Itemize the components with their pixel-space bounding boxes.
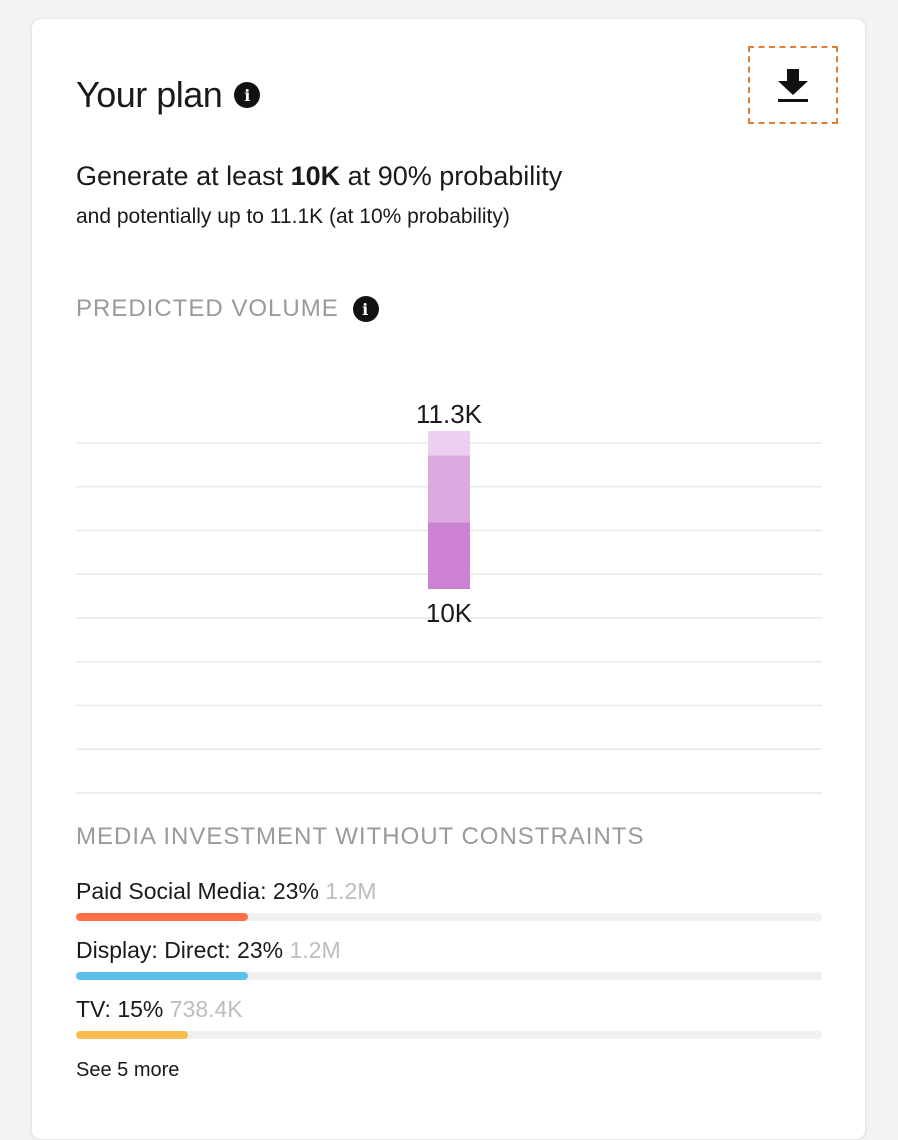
volume-bar-segment-3[interactable] (428, 431, 470, 456)
predicted-volume-chart: 11.3K 10K (76, 377, 822, 797)
media-investment-heading: MEDIA INVESTMENT WITHOUT CONSTRAINTS (76, 823, 644, 851)
channel-amount: 738.4K (169, 996, 243, 1022)
channel-amount: 1.2M (289, 937, 341, 963)
headline-target: 10K (290, 161, 341, 191)
channel-bar-track (76, 913, 822, 921)
volume-bar-segment-2[interactable] (428, 455, 470, 523)
channel-row-tv: TV: 15% 738.4K (76, 995, 822, 1039)
channel-amount: 1.2M (325, 878, 377, 904)
volume-bar-segment-1[interactable] (428, 522, 470, 589)
card-title: Your plan (76, 74, 223, 115)
channel-bar-fill (76, 972, 248, 980)
plan-headline: Generate at least 10K at 90% probability (76, 159, 562, 193)
title-row: Your plan i (76, 74, 261, 115)
headline-suffix: at 90% probability (340, 161, 563, 191)
info-icon[interactable]: i (234, 82, 261, 108)
channel-row-display-direct: Display: Direct: 23% 1.2M (76, 936, 822, 980)
channel-name: Paid Social Media: 23% (76, 878, 319, 904)
predicted-volume-heading: PREDICTED VOLUME i (76, 295, 379, 323)
channel-bar-track (76, 972, 822, 980)
channel-bar-fill (76, 1031, 188, 1039)
info-icon[interactable]: i (352, 296, 379, 322)
volume-top-label: 11.3K (416, 399, 483, 429)
channel-name: TV: 15% (76, 996, 164, 1022)
predicted-volume-label: PREDICTED VOLUME (76, 295, 339, 322)
see-more-link[interactable]: See 5 more (76, 1059, 180, 1081)
channel-bar-track (76, 1031, 822, 1039)
channel-text: Paid Social Media: 23% 1.2M (76, 877, 822, 905)
channel-row-paid-social: Paid Social Media: 23% 1.2M (76, 877, 822, 921)
media-investment-label: MEDIA INVESTMENT WITHOUT CONSTRAINTS (76, 823, 645, 850)
plan-subline: and potentially up to 11.1K (at 10% prob… (76, 205, 510, 228)
predicted-volume-svg: 11.3K 10K (76, 399, 822, 794)
download-button[interactable] (748, 46, 838, 124)
download-icon (778, 69, 808, 102)
channel-text: TV: 15% 738.4K (76, 995, 822, 1023)
headline-prefix: Generate at least (76, 161, 291, 191)
volume-bottom-label: 10K (426, 598, 473, 628)
channel-name: Display: Direct: 23% (76, 937, 284, 963)
channel-text: Display: Direct: 23% 1.2M (76, 936, 822, 964)
plan-card: Your plan i Generate at least 10K at 90%… (31, 18, 866, 1140)
channel-bar-fill (76, 913, 248, 921)
